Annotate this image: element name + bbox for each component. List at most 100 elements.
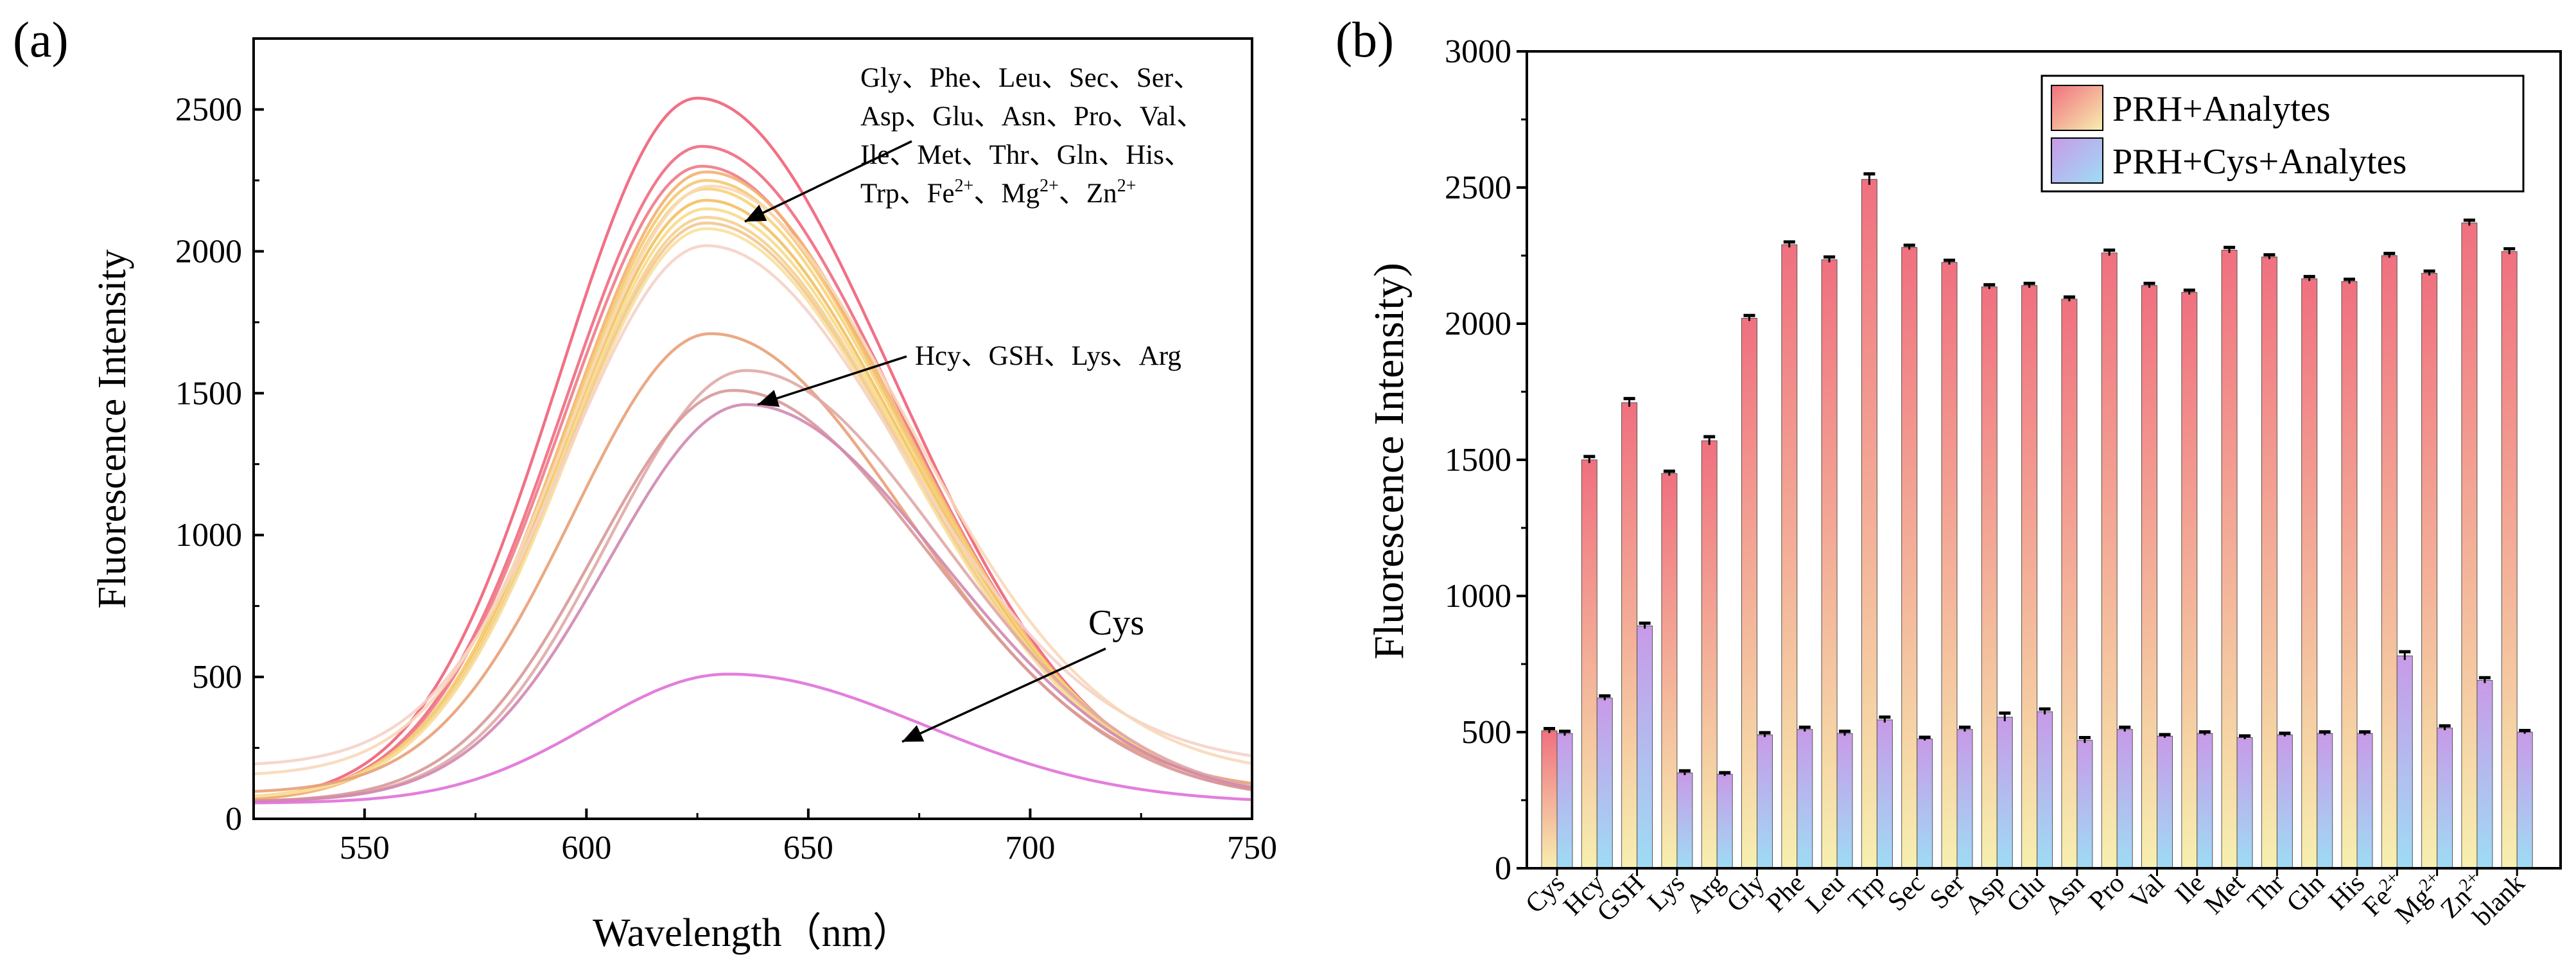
b-y-tick-label-7: 3000 [1445, 33, 1511, 70]
spectrum-line-7 [253, 198, 1253, 798]
panel-b-ticks: 0 500 1000 1500 2000 2500 3000 [1445, 33, 2518, 887]
bar-prh-asp [1981, 286, 1997, 869]
legend-swatch-prh [2051, 85, 2103, 131]
y-tick-label-5: 2000 [175, 233, 242, 270]
panel-b: (b) CysHcyGSHLysArgGlyPheLeuTrpSecSerAsp… [1336, 12, 2562, 932]
x-category-label-4: Lys [1642, 869, 1691, 917]
bar-prh-ser [1941, 262, 1958, 869]
b-y-tick-label-2: 500 [1461, 714, 1511, 751]
bar-prh-phe [1781, 244, 1798, 869]
bar-prh-gly [1741, 318, 1757, 869]
annotation-line-4-mg: 、Mg [973, 179, 1040, 209]
x-category-label-9: Trp [1843, 869, 1890, 916]
y-tick-label-6: 2500 [175, 91, 242, 128]
bar-prh-thr [2261, 256, 2277, 869]
annotation-cys: Cys [1088, 603, 1144, 643]
annotation-sup-mg: 2+ [1040, 176, 1059, 196]
x-category-label-1: Cys [1520, 869, 1571, 920]
spectrum-line-9 [253, 216, 1253, 798]
panel-a-ylabel: Fluorescence Intensity [91, 249, 134, 609]
panel-a-label: (a) [13, 12, 69, 67]
bar-prh-met [2221, 250, 2238, 869]
panel-a-ticks: 550 600 650 700 750 0 500 1000 1500 2000 2500 [175, 91, 1277, 866]
bar-prh-cys-leu [1836, 733, 1853, 869]
panel-a-annotation-group2: Hcy、GSH、Lys、Arg [757, 341, 1181, 407]
x-tick-label-2: 600 [561, 830, 611, 866]
panel-b-label: (b) [1336, 12, 1394, 67]
x-category-label-16: Val [2124, 869, 2170, 915]
x-category-label-10: Sec [1882, 869, 1930, 917]
b-y-tick-label-4: 1500 [1445, 442, 1511, 478]
bar-prh-cys-asn [2076, 740, 2093, 869]
bar-prh-cys-mg2p [2437, 728, 2453, 869]
y-tick-label-3: 1000 [175, 517, 242, 554]
category-base: Leu [1800, 869, 1850, 920]
bar-prh-cys [1541, 730, 1558, 869]
panel-a-xlabel: Wavelength（nm） [593, 911, 912, 955]
bar-prh-cys-arg [1716, 774, 1733, 869]
category-base: Asn [2039, 869, 2091, 920]
spectrum-line-12 [253, 244, 1253, 766]
category-base: Phe [1761, 869, 1811, 918]
panel-a-annotation-group1: Gly、Phe、Leu、Sec、Ser、 Asp、Glu、Asn、Pro、Val… [744, 63, 1204, 223]
x-category-label-18: Met [2199, 868, 2251, 920]
annotation-arrow-2 [757, 355, 907, 407]
x-category-label-13: Glu [2001, 869, 2051, 918]
bar-prh-leu [1821, 259, 1838, 869]
bar-prh-fe2p [2381, 255, 2398, 869]
bar-prh-cys-asp [1996, 717, 2013, 869]
bar-prh-arg [1701, 440, 1718, 869]
x-category-label-8: Leu [1800, 869, 1850, 920]
y-tick-label-1: 0 [225, 801, 242, 837]
x-tick-label-1: 550 [340, 830, 390, 866]
bar-prh-ile [2181, 292, 2198, 869]
bar-prh-cys-thr [2276, 734, 2293, 869]
category-base: Ser [1924, 869, 1971, 915]
bar-prh-cys-phe [1797, 729, 1813, 869]
category-base: Pro [2083, 869, 2130, 916]
panel-b-legend: PRH+Analytes PRH+Cys+Analytes [2041, 74, 2525, 193]
panel-a: (a) 550 600 650 700 75005001000150020002500 … [13, 12, 1277, 955]
spectrum-line-15 [253, 369, 1253, 803]
x-category-label-7: Phe [1761, 869, 1811, 918]
b-y-tick-label-6: 2500 [1445, 170, 1511, 206]
category-base: Glu [2001, 869, 2051, 918]
bar-prh-cys-ser [1956, 729, 1973, 869]
annotation-line-4: Trp、Fe2+、Mg2+、Zn2+ [860, 176, 1136, 209]
x-category-label-12: Asp [1959, 869, 2010, 920]
bar-prh-his [2341, 281, 2358, 869]
bar-prh-hcy [1581, 459, 1597, 869]
x-category-label-21: His [2323, 869, 2371, 916]
bar-prh-trp [1861, 179, 1877, 869]
b-y-tick-label-5: 2000 [1445, 306, 1511, 342]
legend-label-prh-cys: PRH+Cys+Analytes [2112, 142, 2406, 182]
bar-prh-pro [2101, 252, 2118, 869]
x-category-label-6: Gly [1721, 869, 1770, 918]
category-base: Gly [1721, 869, 1770, 918]
bar-prh-zn2p [2461, 222, 2478, 869]
bar-prh-gln [2301, 278, 2318, 869]
spectrum-line-4 [253, 170, 1253, 801]
annotation-line-4-prefix: Trp、Fe [860, 179, 955, 209]
bar-prh-cys-gsh [1637, 626, 1653, 869]
panel-b-ylabel: Fluorescence Intensity) [1366, 263, 1413, 660]
x-category-label-14: Asn [2039, 869, 2091, 920]
bar-prh-cys-cys [1556, 733, 1573, 869]
category-base: Met [2199, 868, 2251, 920]
annotation-line-2: Asp、Glu、Asn、Pro、Val、 [860, 101, 1204, 132]
x-category-label-3: GSH [1592, 869, 1651, 928]
category-base: Cys [1520, 869, 1571, 920]
spectrum-line-5 [253, 179, 1253, 798]
category-base: Trp [1843, 869, 1890, 916]
legend-frame [2041, 74, 2525, 193]
x-category-label-19: Thr [2242, 869, 2290, 917]
x-tick-label-3: 650 [783, 830, 833, 866]
bar-prh-sec [1901, 247, 1918, 869]
annotation-line-1: Gly、Phe、Leu、Sec、Ser、 [860, 63, 1201, 93]
x-category-label-20: Gln [2281, 869, 2331, 918]
bar-prh-cys-met [2236, 737, 2253, 869]
bar-prh-cys-pro [2116, 729, 2133, 869]
bar-prh-cys-gly [1757, 734, 1773, 869]
bar-prh-val [2141, 285, 2157, 869]
